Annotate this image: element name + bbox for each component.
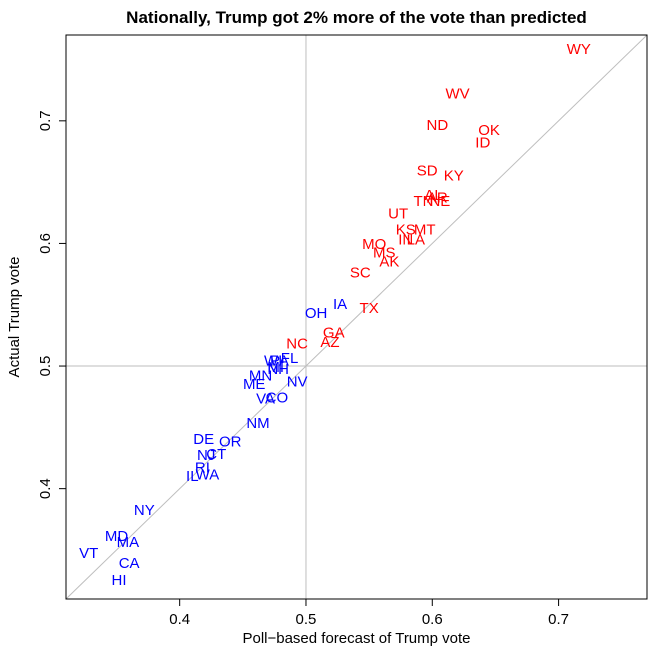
state-label-ne: NE bbox=[429, 193, 450, 210]
state-label-me: ME bbox=[243, 376, 266, 393]
x-tick-label: 0.4 bbox=[169, 611, 190, 628]
diagonal-reference-line bbox=[66, 35, 647, 599]
state-label-ri: RI bbox=[195, 459, 210, 476]
state-label-ky: KY bbox=[444, 168, 464, 185]
state-label-va: VA bbox=[256, 391, 275, 408]
plot-frame bbox=[65, 34, 648, 600]
x-axis-label: Poll−based forecast of Trump vote bbox=[242, 630, 470, 647]
state-label-nd: ND bbox=[426, 117, 448, 134]
state-label-az: AZ bbox=[320, 334, 339, 351]
state-label-ny: NY bbox=[134, 502, 155, 519]
reference-lines bbox=[66, 35, 647, 599]
state-label-pa: PA bbox=[270, 353, 289, 370]
y-axis-label: Actual Trump vote bbox=[6, 257, 23, 378]
y-tick-label: 0.7 bbox=[37, 110, 54, 131]
state-label-ms: MS bbox=[373, 245, 396, 262]
state-label-hi: HI bbox=[112, 572, 127, 589]
state-label-wy: WY bbox=[567, 41, 591, 58]
x-tick-label: 0.5 bbox=[296, 611, 317, 628]
state-label-wi: WI bbox=[264, 353, 282, 370]
y-tick-label: 0.4 bbox=[37, 478, 54, 499]
state-label-tn: TN bbox=[413, 193, 433, 210]
state-label-mt: MT bbox=[414, 221, 436, 238]
state-label-tx: TX bbox=[360, 300, 379, 317]
state-label-al: AL bbox=[424, 187, 442, 204]
state-label-nc: NC bbox=[286, 335, 308, 352]
y-tick-label: 0.5 bbox=[37, 356, 54, 377]
state-label-ca: CA bbox=[119, 555, 140, 572]
state-label-ga: GA bbox=[323, 324, 345, 341]
state-label-nm: NM bbox=[246, 415, 269, 432]
state-label-ut: UT bbox=[388, 206, 408, 223]
state-label-wv: WV bbox=[445, 85, 469, 102]
state-label-ma: MA bbox=[117, 534, 140, 551]
state-label-ia: IA bbox=[333, 296, 347, 313]
state-label-md: MD bbox=[105, 528, 128, 545]
state-label-ar: AR bbox=[427, 190, 448, 207]
state-label-fl: FL bbox=[281, 350, 299, 367]
state-label-in: IN bbox=[398, 231, 413, 248]
state-label-nh: NH bbox=[267, 361, 289, 378]
chart-title: Nationally, Trump got 2% more of the vot… bbox=[126, 8, 587, 27]
x-tick-label: 0.7 bbox=[548, 611, 569, 628]
x-tick-label: 0.6 bbox=[422, 611, 443, 628]
state-label-il: IL bbox=[186, 468, 199, 485]
state-label-ak: AK bbox=[379, 253, 399, 270]
state-label-mo: MO bbox=[362, 236, 386, 253]
state-label-ct: CT bbox=[206, 446, 226, 463]
state-label-mn: MN bbox=[249, 367, 272, 384]
state-label-wa: WA bbox=[196, 467, 220, 484]
state-label-co: CO bbox=[266, 389, 289, 406]
state-label-id: ID bbox=[475, 134, 490, 151]
state-label-la: LA bbox=[407, 231, 425, 248]
state-label-oh: OH bbox=[305, 305, 328, 322]
state-label-de: DE bbox=[193, 431, 214, 448]
state-label-sc: SC bbox=[350, 264, 371, 281]
state-label-ok: OK bbox=[478, 122, 500, 139]
state-label-vt: VT bbox=[79, 545, 98, 562]
state-label-or: OR bbox=[219, 434, 242, 451]
state-label-mi: MI bbox=[267, 359, 284, 376]
state-label-sd: SD bbox=[417, 163, 438, 180]
y-tick-label: 0.6 bbox=[37, 233, 54, 254]
state-label-nv: NV bbox=[287, 373, 308, 390]
state-label-nj: NJ bbox=[197, 447, 215, 464]
state-label-ks: KS bbox=[396, 221, 416, 238]
